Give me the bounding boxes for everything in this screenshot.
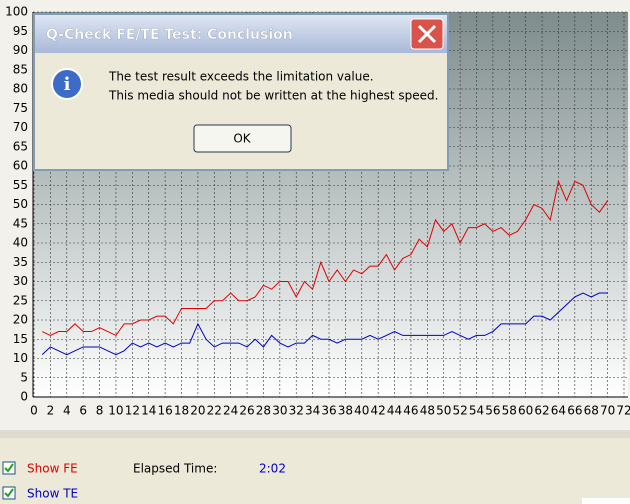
series-line	[41, 179, 609, 337]
y-tick-label: 20	[13, 313, 28, 327]
x-tick-label: 54	[469, 404, 484, 418]
dialog-title: Q-Check FE/TE Test: Conclusion	[46, 27, 293, 43]
x-tick-label: 30	[272, 404, 287, 418]
x-tick-label: 32	[289, 404, 304, 418]
x-tick-label: 0	[30, 404, 38, 418]
x-tick-label: 8	[96, 404, 104, 418]
y-tick-label: 85	[13, 62, 28, 76]
info-icon	[51, 68, 83, 100]
x-tick-label: 4	[63, 404, 71, 418]
x-tick-label: 72	[616, 404, 630, 418]
check	[4, 463, 14, 473]
info-glyph: i	[64, 74, 71, 95]
x-tick-label: 10	[108, 404, 123, 418]
y-tick-label: 35	[13, 255, 28, 269]
y-tick-label: 75	[13, 101, 28, 115]
x-tick-label: 12	[125, 404, 140, 418]
dialog-message: The test result exceeds the limitation v…	[108, 70, 374, 84]
dialog-message: This media should not be written at the …	[108, 89, 438, 103]
y-tick-label: 60	[13, 159, 28, 173]
series-line	[41, 292, 608, 356]
y-tick-label: 95	[13, 24, 28, 38]
title-bar	[35, 15, 447, 53]
x-tick-label: 70	[600, 404, 615, 418]
x-tick-label: 38	[338, 404, 353, 418]
x-tick-label: 42	[371, 404, 386, 418]
x-tick-label: 52	[452, 404, 467, 418]
x-tick-label: 64	[551, 404, 566, 418]
footer: Show FE Show TE Elapsed Time: 2:02	[2, 461, 630, 504]
x-tick-label: 34	[305, 404, 320, 418]
x-tick-label: 14	[141, 404, 156, 418]
separator	[0, 430, 630, 438]
x-tick-label: 40	[354, 404, 369, 418]
y-tick-label: 10	[13, 351, 28, 365]
y-tick-label: 45	[13, 216, 28, 230]
y-tick-label: 100	[5, 5, 28, 19]
x-tick-label: 18	[174, 404, 189, 418]
y-tick-label: 90	[13, 43, 28, 57]
y-tick-label: 15	[13, 332, 28, 346]
x-tick-label: 16	[157, 404, 172, 418]
x-tick-label: 20	[190, 404, 205, 418]
x-tick-label: 68	[584, 404, 599, 418]
x-tick-label: 24	[223, 404, 238, 418]
x-tick-label: 6	[79, 404, 87, 418]
y-tick-label: 0	[20, 390, 28, 404]
ok-box[interactable]	[193, 124, 292, 153]
y-tick-label: 25	[13, 293, 28, 307]
show-te-label[interactable]: Show TE	[27, 487, 78, 501]
close-button[interactable]	[410, 18, 444, 50]
status-box	[582, 498, 630, 504]
y-tick-label: 5	[20, 370, 28, 384]
y-tick-label: 55	[13, 178, 28, 192]
y-tick-label: 70	[13, 120, 28, 134]
x-tick-label: 58	[502, 404, 517, 418]
check	[4, 488, 14, 498]
y-tick-label: 65	[13, 139, 28, 153]
x-tick-label: 28	[256, 404, 271, 418]
x-tick-label: 46	[403, 404, 418, 418]
elapsed-value: 2:02	[259, 462, 286, 476]
x-tick-label: 26	[239, 404, 254, 418]
x-tick-label: 36	[321, 404, 336, 418]
ok-label[interactable]: OK	[233, 132, 251, 146]
close-icon[interactable]	[417, 24, 437, 44]
x-tick-label: 56	[485, 404, 500, 418]
x-tick-label: 44	[387, 404, 402, 418]
x-tick-label: 22	[207, 404, 222, 418]
x-tick-label: 60	[518, 404, 533, 418]
y-tick-label: 30	[13, 274, 28, 288]
show-fe-label[interactable]: Show FE	[27, 462, 78, 476]
dialog: Q-Check FE/TE Test: Conclusion i The tes…	[33, 13, 449, 171]
y-tick-label: 50	[13, 197, 28, 211]
y-tick-label: 80	[13, 82, 28, 96]
x-tick-label: 50	[436, 404, 451, 418]
y-tick-label: 40	[13, 236, 28, 250]
ok-button[interactable]: OK	[193, 124, 292, 153]
x-tick-label: 48	[420, 404, 435, 418]
x-tick-label: 2	[47, 404, 55, 418]
x-tick-label: 66	[567, 404, 582, 418]
elapsed-label: Elapsed Time:	[133, 462, 217, 476]
x-tick-label: 62	[534, 404, 549, 418]
